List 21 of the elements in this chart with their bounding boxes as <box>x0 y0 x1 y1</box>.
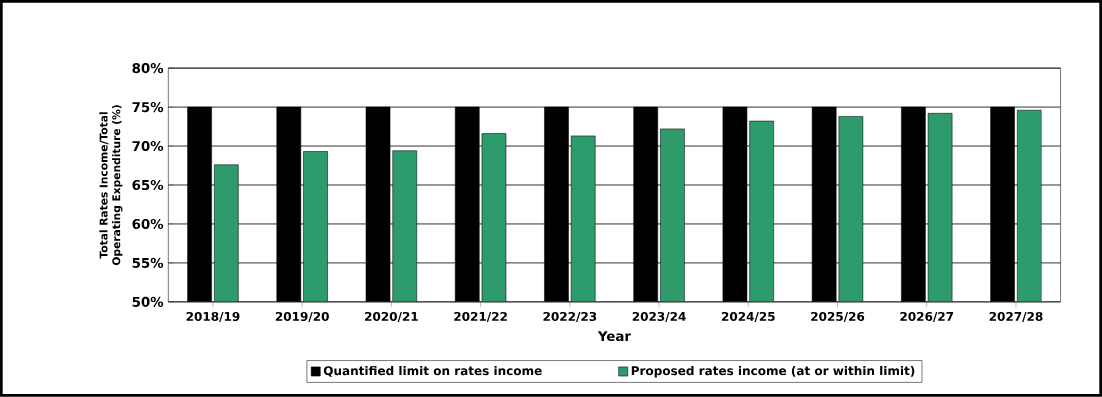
x-tick-label: 2018/19 <box>186 312 240 323</box>
x-tick-label: 2020/21 <box>365 312 418 323</box>
y-tick-label: 70% <box>132 141 164 152</box>
y-tick-label: 50% <box>132 296 164 308</box>
y-axis-title: Total Rates Income/Total Operating Expenditure (%) <box>99 105 123 266</box>
x-tick-label: 2026/27 <box>900 312 954 323</box>
y-tick-label: 80% <box>132 63 164 74</box>
y-tick-label: 65% <box>132 180 164 191</box>
y-tick-label: 75% <box>132 102 164 113</box>
x-axis-title: Year <box>597 331 631 342</box>
x-tick-label: 2025/26 <box>811 312 865 323</box>
x-tick-label: 2023/24 <box>632 312 686 323</box>
x-tick-label: 2024/25 <box>721 312 775 323</box>
y-tick-label: 55% <box>132 257 164 269</box>
x-tick-label: 2027/28 <box>989 312 1043 323</box>
legend-label: Proposed rates income (at or within limit) <box>631 366 915 378</box>
x-tick-label: 2021/22 <box>454 312 507 323</box>
legend-label: Quantified limit on rates income <box>323 366 542 377</box>
x-tick-label: 2022/23 <box>543 312 597 323</box>
y-tick-label: 60% <box>132 219 164 230</box>
x-tick-label: 2019/20 <box>275 312 329 323</box>
